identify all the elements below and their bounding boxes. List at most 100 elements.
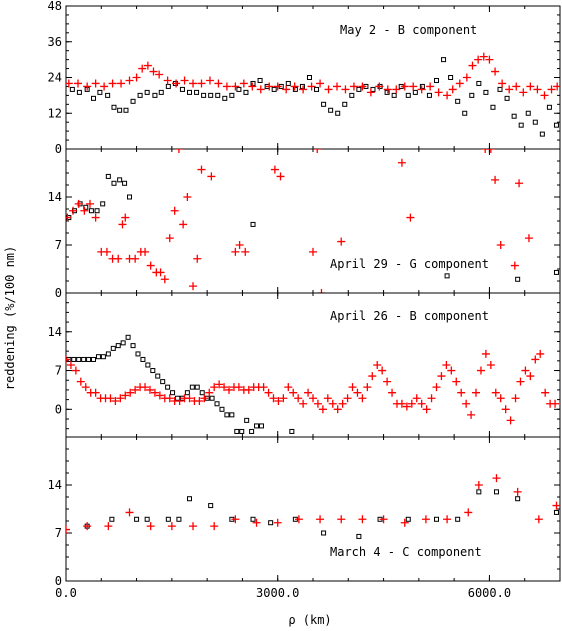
red-cross-point [132, 73, 141, 82]
y-tick-label: 36 [48, 35, 62, 49]
panel-label: April 26 - B component [330, 309, 489, 323]
black-square-point [493, 489, 499, 495]
red-cross-point [69, 206, 78, 215]
red-cross-point [501, 405, 510, 414]
red-cross-point [307, 82, 316, 91]
red-cross-point [363, 383, 372, 392]
red-cross-point [406, 213, 415, 222]
red-cross-point [505, 85, 514, 94]
black-square-point [268, 520, 274, 526]
black-square-point [250, 221, 256, 227]
red-cross-point [193, 254, 202, 263]
red-cross-point [498, 79, 507, 88]
black-square-point [244, 417, 250, 423]
black-square-point [165, 516, 171, 522]
black-square-point [120, 340, 126, 346]
black-square-point [239, 428, 245, 434]
black-square-point [111, 104, 117, 110]
red-cross-point [170, 206, 179, 215]
y-tick-label: 14 [48, 478, 62, 492]
panel-1: 0 12 24 36 48 May 2 - B component [48, 0, 561, 156]
panels-group: 0 12 24 36 48 May 2 - B component 0 7 14 April 29… [48, 0, 561, 600]
black-square-point [189, 384, 195, 390]
red-cross-point [513, 487, 522, 496]
red-cross-point [274, 397, 283, 405]
red-cross-point [163, 76, 172, 85]
red-cross-point [165, 394, 174, 403]
red-cross-point [156, 268, 165, 277]
black-square-point [455, 98, 461, 104]
black-square-point [448, 75, 454, 80]
black-square-point [165, 83, 171, 89]
red-cross-point [197, 79, 206, 88]
red-cross-point [434, 88, 443, 97]
red-cross-point [443, 91, 452, 100]
red-cross-point [358, 515, 367, 524]
black-square-point [214, 401, 220, 407]
red-cross-point [189, 282, 198, 291]
black-square-point [511, 113, 517, 119]
red-cross-point [348, 383, 357, 392]
red-cross-point [397, 399, 406, 408]
red-cross-point [138, 64, 147, 73]
black-square-point [105, 173, 111, 179]
y-tick-label: 14 [48, 325, 62, 339]
red-cross-point [294, 394, 303, 403]
red-cross-point [200, 394, 209, 403]
black-square-point [111, 180, 117, 186]
black-square-point [515, 276, 521, 282]
red-cross-point [474, 481, 483, 489]
black-square-point [95, 354, 101, 360]
black-square-point [208, 92, 214, 98]
red-cross-point [309, 247, 317, 256]
y-tick-label: 24 [48, 71, 62, 85]
black-square-point [553, 509, 559, 515]
black-square-point [194, 384, 200, 390]
red-cross-point [491, 175, 500, 184]
red-cross-point [114, 254, 123, 263]
red-cross-point [125, 76, 134, 85]
red-cross-point [366, 88, 375, 97]
black-square-point [271, 86, 277, 92]
red-cross-point [118, 220, 127, 229]
red-cross-point [534, 515, 543, 524]
red-cross-point [150, 388, 159, 397]
red-cross-point [116, 394, 125, 403]
black-square-point [342, 101, 348, 107]
red-cross-point [417, 399, 426, 408]
red-cross-point [174, 149, 183, 153]
panel-3: 0 7 14 April 26 - B component [48, 292, 561, 438]
black-square-point [434, 77, 439, 83]
red-cross-point [235, 241, 244, 249]
black-square-point [91, 356, 97, 362]
black-square-point [391, 92, 397, 98]
red-cross-point [512, 82, 521, 91]
red-cross-point [378, 366, 387, 375]
red-cross-point [126, 388, 135, 397]
red-cross-point [540, 91, 549, 100]
red-cross-point [85, 199, 94, 208]
red-cross-point [491, 388, 500, 397]
red-cross-point [426, 82, 435, 91]
red-cross-point [256, 85, 265, 94]
red-cross-point [80, 206, 89, 215]
red-cross-point [189, 522, 198, 531]
black-square-point [229, 92, 235, 98]
black-square-point [257, 77, 263, 83]
red-cross-point [91, 388, 100, 397]
black-square-point [155, 373, 161, 379]
red-cross-point [167, 522, 176, 531]
red-cross-point [316, 515, 325, 524]
red-cross-point [455, 79, 464, 88]
red-cross-point [66, 355, 70, 364]
black-square-point [152, 92, 158, 98]
red-cross-point [66, 525, 70, 534]
red-cross-point [462, 73, 471, 82]
red-cross-point [506, 416, 515, 425]
black-square-point [88, 208, 94, 214]
black-square-point [314, 86, 320, 92]
red-cross-point [526, 82, 535, 91]
black-square-point [134, 516, 140, 522]
panel-label: April 29 - G component [330, 257, 489, 271]
red-cross-point [510, 261, 519, 270]
